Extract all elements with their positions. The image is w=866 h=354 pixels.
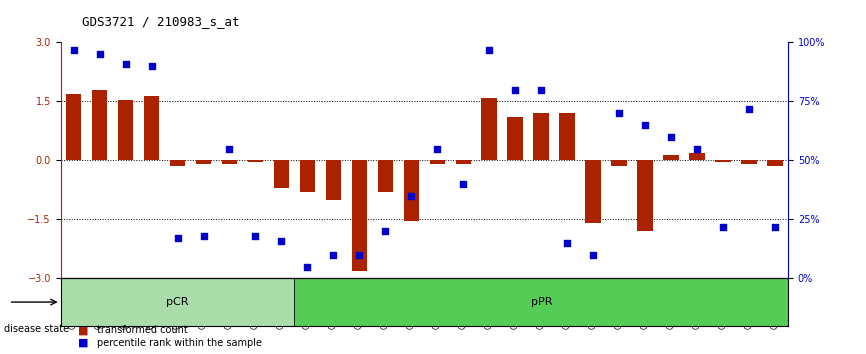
Bar (352, 160, 367, 270)
Point (690, 146, 704, 152)
Point (249, 233, 262, 239)
Bar (92, 90, 107, 160)
Point (560, 240, 574, 246)
Bar (248, 160, 263, 162)
FancyBboxPatch shape (61, 279, 294, 326)
Bar (326, 160, 341, 200)
Bar (663, 155, 679, 160)
Text: transformed count: transformed count (97, 325, 188, 335)
Text: ■: ■ (78, 338, 88, 348)
Bar (404, 160, 419, 222)
Point (404, 193, 418, 199)
Text: percentile rank within the sample: percentile rank within the sample (97, 338, 262, 348)
Bar (507, 117, 523, 160)
Bar (611, 160, 627, 166)
Point (482, 47, 496, 52)
Text: ■: ■ (78, 325, 88, 335)
Point (768, 224, 782, 229)
Point (456, 181, 470, 187)
Point (197, 233, 210, 239)
Bar (300, 160, 315, 192)
Bar (689, 153, 705, 160)
Bar (196, 160, 211, 164)
Point (586, 252, 600, 258)
Bar (456, 160, 471, 164)
Point (664, 134, 678, 140)
FancyBboxPatch shape (294, 279, 788, 326)
Bar (559, 113, 575, 160)
Bar (170, 160, 185, 166)
Bar (430, 160, 445, 164)
Point (352, 252, 366, 258)
Point (508, 87, 522, 92)
Point (223, 146, 236, 152)
Point (119, 61, 132, 67)
Bar (144, 96, 159, 160)
Text: disease state: disease state (4, 324, 69, 334)
Bar (715, 160, 731, 162)
Bar (378, 160, 393, 192)
Text: GDS3721 / 210983_s_at: GDS3721 / 210983_s_at (82, 15, 240, 28)
Point (301, 264, 314, 269)
Point (742, 106, 756, 112)
Point (612, 110, 626, 116)
Bar (222, 160, 237, 164)
Point (171, 235, 184, 241)
Point (67, 47, 81, 52)
Bar (637, 160, 653, 231)
Point (430, 146, 444, 152)
Point (326, 252, 340, 258)
Bar (481, 98, 497, 160)
Bar (274, 160, 289, 188)
Bar (533, 113, 549, 160)
Text: pPR: pPR (531, 297, 552, 307)
Point (275, 238, 288, 244)
Point (638, 122, 652, 128)
Point (534, 87, 548, 92)
Bar (118, 99, 133, 160)
Point (716, 224, 730, 229)
Text: pCR: pCR (166, 297, 189, 307)
Bar (585, 160, 601, 223)
Point (93, 51, 107, 57)
Point (378, 228, 392, 234)
Point (145, 63, 158, 69)
Bar (741, 160, 757, 164)
Bar (66, 93, 81, 160)
Bar (767, 160, 783, 166)
